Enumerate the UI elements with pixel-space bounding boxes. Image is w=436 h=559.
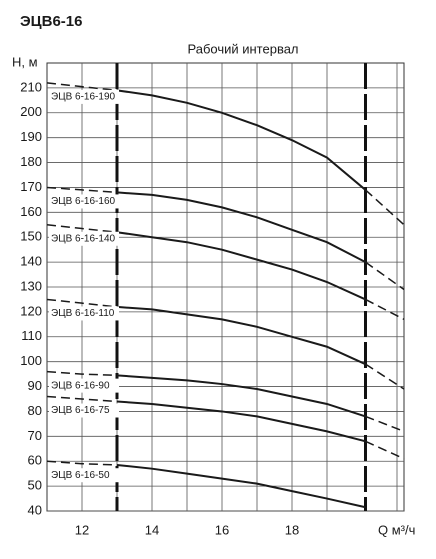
- y-tick-label: 150: [20, 229, 42, 244]
- y-tick-label: 200: [20, 104, 42, 119]
- label-bg: [49, 231, 119, 246]
- series-line: [365, 298, 405, 321]
- series-line: [365, 440, 405, 460]
- y-tick-label: 80: [28, 403, 42, 418]
- label-bg: [49, 306, 119, 321]
- series-line: [116, 89, 367, 191]
- legend-label: ЭЦВ 6-16-75: [51, 405, 110, 416]
- legend-label: ЭЦВ 6-16-90: [51, 380, 110, 391]
- legend-label: ЭЦВ 6-16-190: [51, 92, 116, 103]
- series-line: [364, 189, 405, 226]
- label-bg: [49, 378, 119, 393]
- series-line: [46, 370, 118, 377]
- y-tick-label: 190: [20, 129, 42, 144]
- series-line: [116, 374, 366, 418]
- series-line: [365, 363, 405, 390]
- y-tick-label: 70: [28, 428, 42, 443]
- series-line: [365, 415, 405, 433]
- series-line: [46, 395, 118, 403]
- y-axis-label: H, м: [12, 54, 38, 69]
- chart-title: ЭЦВ6-16: [20, 13, 82, 30]
- label-bg: [49, 403, 119, 418]
- legend-label: ЭЦВ 6-16-160: [51, 196, 116, 207]
- x-tick-label: 14: [145, 522, 159, 537]
- x-axis-label: Q м³/ч: [378, 522, 415, 537]
- y-tick-label: 130: [20, 278, 42, 293]
- y-tick-label: 100: [20, 353, 42, 368]
- series-line: [116, 305, 366, 366]
- label-bg: [49, 468, 119, 483]
- series-line: [46, 186, 118, 194]
- series-line: [46, 224, 118, 233]
- y-tick-label: 210: [20, 79, 42, 94]
- series-line: [116, 400, 366, 443]
- y-tick-label: 170: [20, 179, 42, 194]
- y-tick-label: 120: [20, 303, 42, 318]
- legend-label: ЭЦВ 6-16-50: [51, 470, 110, 481]
- y-tick-label: 90: [28, 378, 42, 393]
- y-tick-label: 60: [28, 453, 42, 468]
- y-tick-label: 110: [21, 328, 42, 343]
- series-line: [116, 231, 366, 301]
- legend-label: ЭЦВ 6-16-140: [51, 233, 116, 244]
- label-bg: [49, 89, 119, 104]
- y-tick-label: 50: [28, 478, 42, 493]
- x-tick-label: 18: [285, 522, 299, 537]
- series-line: [46, 298, 118, 308]
- series-line: [116, 463, 366, 509]
- y-tick-label: 140: [20, 254, 42, 269]
- x-tick-label: 12: [75, 522, 89, 537]
- legend-label: ЭЦВ 6-16-110: [51, 308, 115, 319]
- series-line: [46, 460, 118, 466]
- y-tick-label: 180: [20, 154, 42, 169]
- y-tick-label: 160: [20, 204, 42, 219]
- series-line: [365, 261, 405, 291]
- subtitle: Рабочий интервал: [187, 41, 298, 56]
- series-line: [116, 191, 366, 263]
- y-tick-label: 40: [28, 502, 42, 517]
- label-bg: [49, 194, 119, 209]
- series-line: [46, 82, 118, 92]
- x-tick-label: 16: [215, 522, 229, 537]
